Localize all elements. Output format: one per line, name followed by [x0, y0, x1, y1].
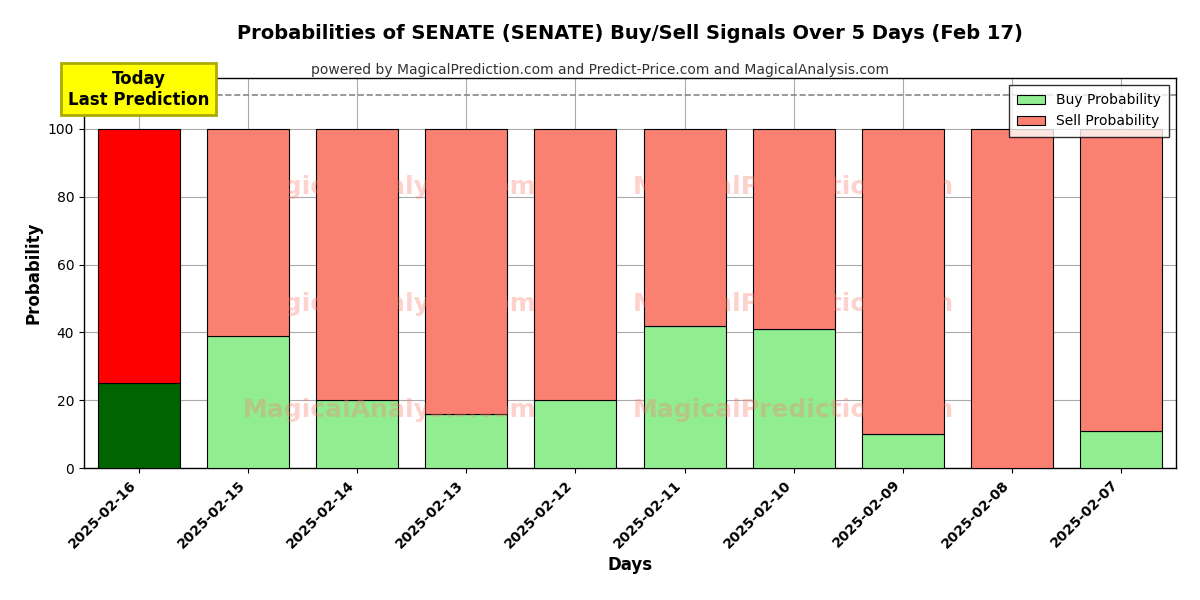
Bar: [862, 434, 944, 468]
Text: MagicalPrediction.com: MagicalPrediction.com: [634, 398, 954, 421]
Bar: [206, 129, 289, 336]
Bar: [316, 400, 398, 468]
Title: Probabilities of SENATE (SENATE) Buy/Sell Signals Over 5 Days (Feb 17): Probabilities of SENATE (SENATE) Buy/Sel…: [238, 24, 1022, 43]
Legend: Buy Probability, Sell Probability: Buy Probability, Sell Probability: [1009, 85, 1169, 137]
Bar: [643, 326, 726, 468]
Bar: [97, 383, 180, 468]
Bar: [534, 400, 617, 468]
Bar: [643, 129, 726, 326]
X-axis label: Days: Days: [607, 556, 653, 574]
Bar: [1080, 431, 1163, 468]
Text: MagicalPrediction.com: MagicalPrediction.com: [634, 292, 954, 316]
Text: MagicalAnalysis.com: MagicalAnalysis.com: [242, 398, 536, 421]
Text: MagicalAnalysis.com: MagicalAnalysis.com: [242, 292, 536, 316]
Bar: [971, 129, 1054, 468]
Bar: [97, 129, 180, 383]
Bar: [534, 129, 617, 400]
Bar: [752, 329, 835, 468]
Bar: [425, 129, 508, 414]
Text: Today
Last Prediction: Today Last Prediction: [68, 70, 209, 109]
Bar: [752, 129, 835, 329]
Bar: [862, 129, 944, 434]
Text: MagicalPrediction.com: MagicalPrediction.com: [634, 175, 954, 199]
Y-axis label: Probability: Probability: [24, 222, 42, 324]
Text: powered by MagicalPrediction.com and Predict-Price.com and MagicalAnalysis.com: powered by MagicalPrediction.com and Pre…: [311, 63, 889, 77]
Bar: [316, 129, 398, 400]
Bar: [425, 414, 508, 468]
Text: MagicalAnalysis.com: MagicalAnalysis.com: [242, 175, 536, 199]
Bar: [1080, 129, 1163, 431]
Bar: [206, 336, 289, 468]
